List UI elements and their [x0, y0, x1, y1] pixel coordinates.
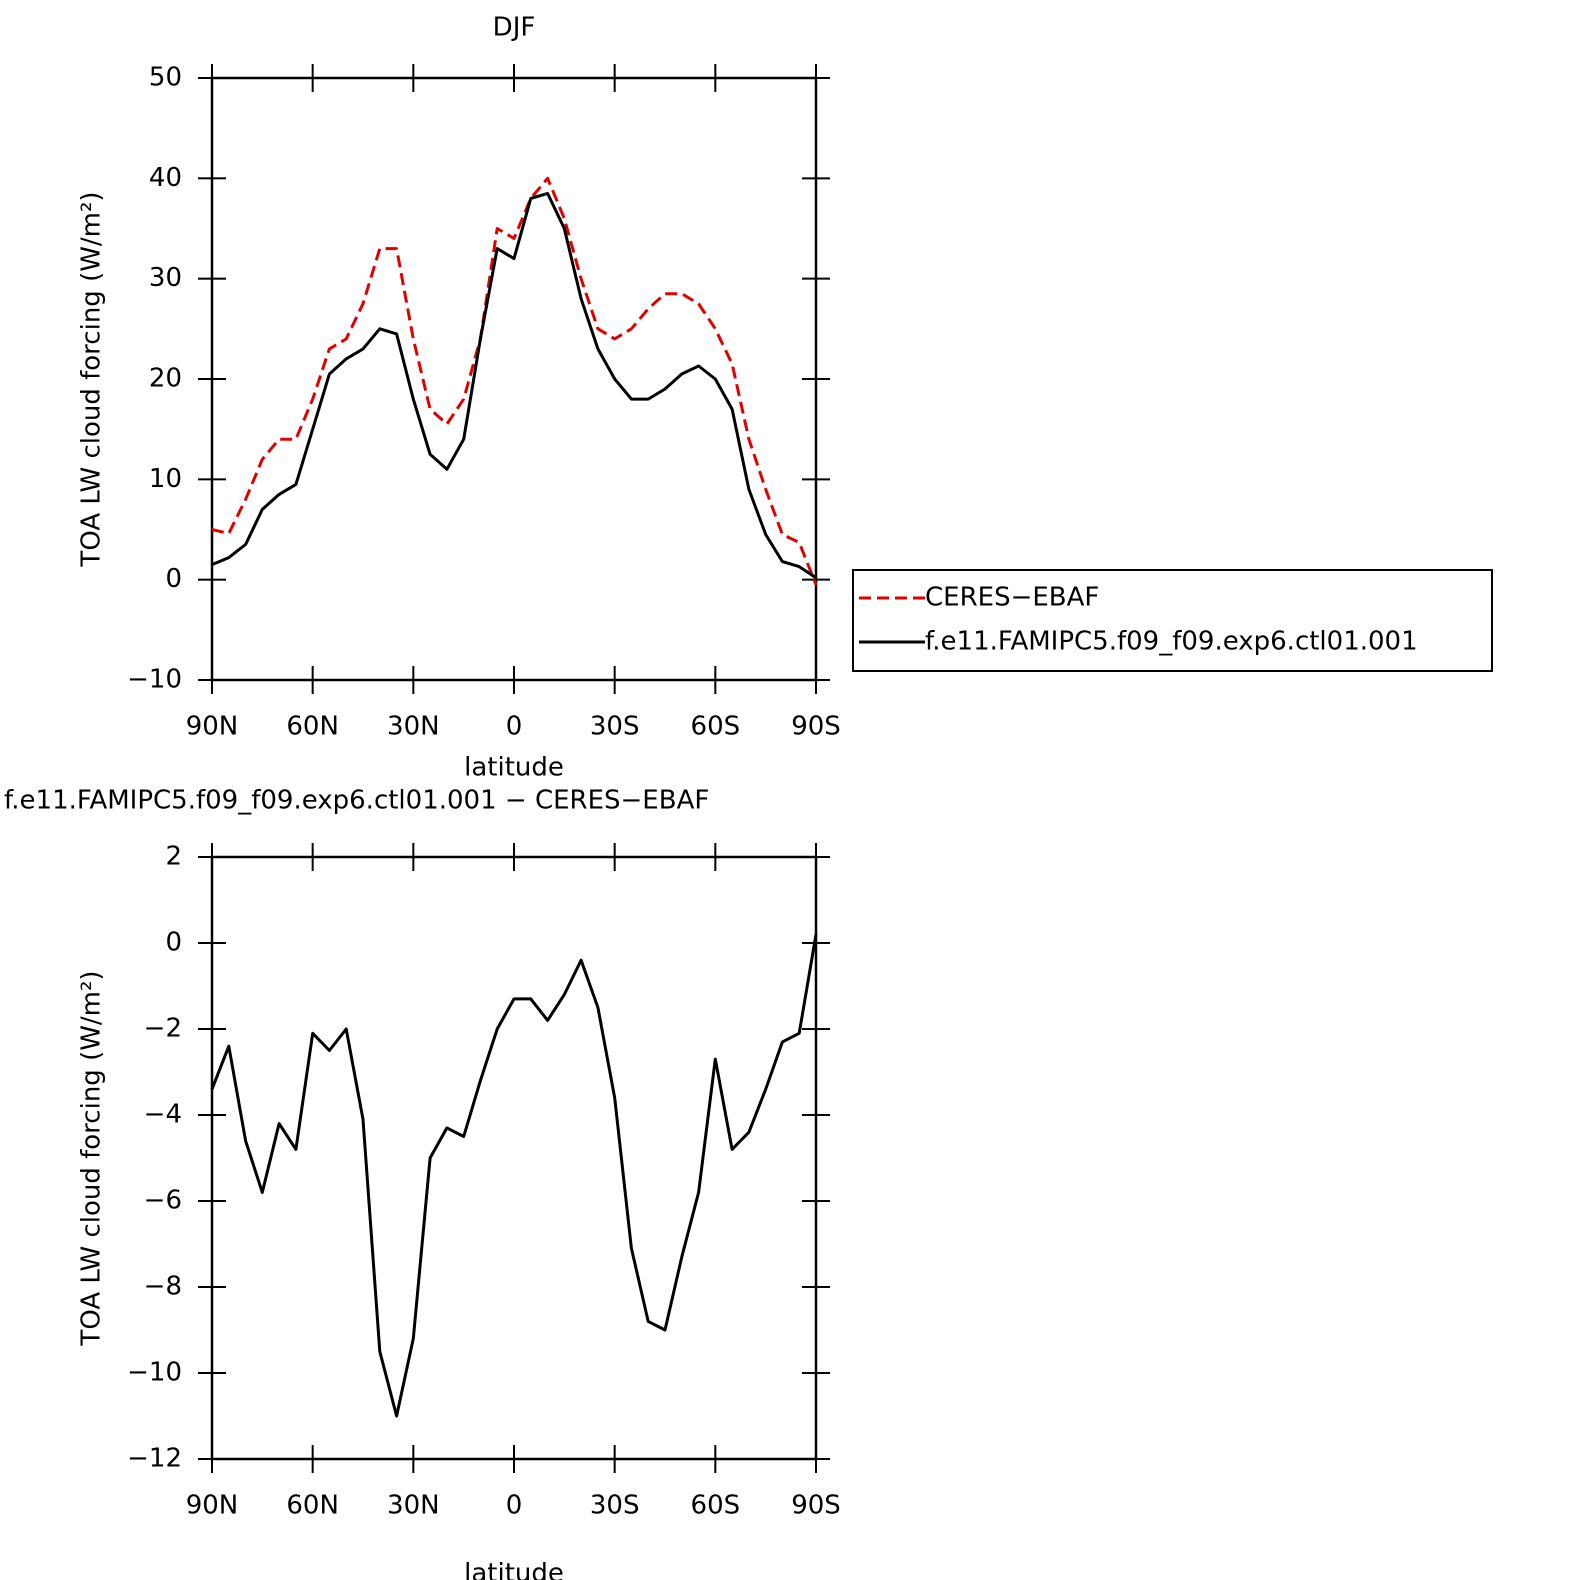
chart-title: f.e11.FAMIPC5.f09_f09.exp6.ctl01.001 − C… — [4, 786, 709, 816]
y-tick-label: 50 — [149, 63, 182, 93]
y-tick-label: −12 — [127, 1444, 182, 1474]
legend-label: CERES−EBAF — [925, 583, 1099, 613]
legend-box — [852, 569, 1493, 672]
x-tick-label: 60N — [286, 712, 339, 742]
data-line — [211, 176, 818, 586]
y-tick-label: −4 — [144, 1100, 182, 1130]
x-tick-label: 90N — [186, 1491, 239, 1521]
x-tick-label: 0 — [506, 1491, 523, 1521]
x-tick-label: 30S — [590, 712, 640, 742]
plot-frame — [210, 76, 818, 682]
x-tick-label: 60N — [286, 1491, 339, 1521]
x-tick-label: 60S — [691, 712, 741, 742]
x-tick-label: 90S — [791, 712, 841, 742]
x-axis-label: latitude — [464, 1559, 564, 1580]
data-line — [210, 934, 818, 1418]
x-tick-label: 90N — [186, 712, 239, 742]
y-tick-label: −2 — [144, 1014, 182, 1044]
y-tick-label: −6 — [144, 1186, 182, 1216]
y-tick-label: 40 — [149, 163, 182, 193]
x-tick-label: 90S — [791, 1491, 841, 1521]
legend-label: f.e11.FAMIPC5.f09_f09.exp6.ctl01.001 — [925, 627, 1418, 657]
y-tick-label: 0 — [165, 928, 182, 958]
x-tick-label: 30N — [387, 712, 440, 742]
y-tick-label: 30 — [149, 263, 182, 293]
y-tick-label: −10 — [127, 665, 182, 695]
x-tick-label: 30S — [590, 1491, 640, 1521]
x-axis-label: latitude — [464, 753, 564, 783]
y-axis-label: TOA LW cloud forcing (W/m²) — [77, 191, 107, 567]
x-tick-label: 30N — [387, 1491, 440, 1521]
y-tick-label: 2 — [165, 842, 182, 872]
plot-frame — [210, 855, 818, 1461]
y-tick-label: 10 — [149, 464, 182, 494]
y-tick-label: 0 — [165, 564, 182, 594]
chart-title: DJF — [493, 13, 536, 43]
y-axis-label: TOA LW cloud forcing (W/m²) — [77, 970, 107, 1346]
x-tick-label: 60S — [691, 1491, 741, 1521]
x-tick-label: 0 — [506, 712, 523, 742]
data-line — [211, 191, 817, 579]
y-tick-label: −8 — [144, 1272, 182, 1302]
y-tick-label: −10 — [127, 1358, 182, 1388]
y-tick-label: 20 — [149, 364, 182, 394]
